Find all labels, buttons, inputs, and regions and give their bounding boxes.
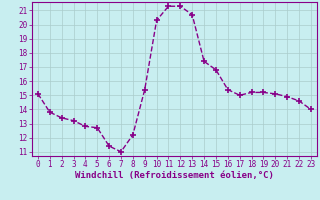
X-axis label: Windchill (Refroidissement éolien,°C): Windchill (Refroidissement éolien,°C) <box>75 171 274 180</box>
